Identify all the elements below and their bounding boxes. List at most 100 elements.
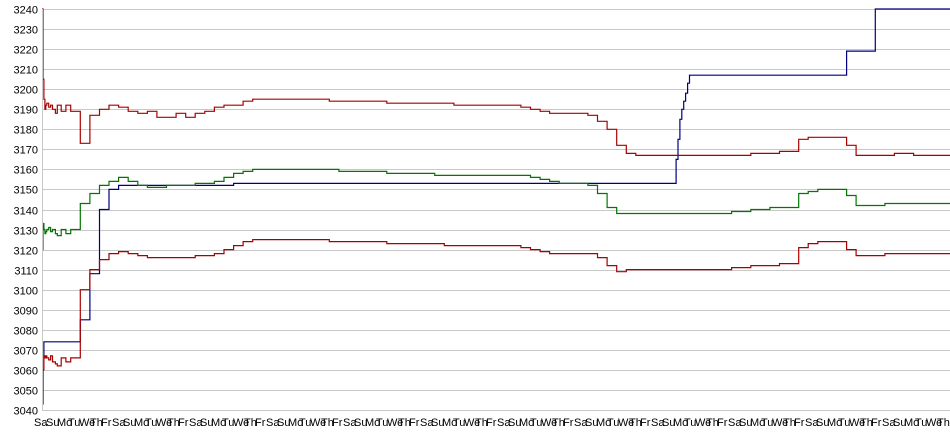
x-tick-label: Sa: [112, 417, 126, 429]
x-tick-label: Fr: [794, 417, 805, 429]
x-tick-label: Mo: [596, 417, 611, 429]
x-tick-label: Fr: [178, 417, 189, 429]
x-tick-label: Sa: [34, 417, 48, 429]
x-tick-label: Th: [783, 417, 796, 429]
y-tick-label: 3190: [14, 105, 38, 117]
x-tick-label: Tu: [684, 417, 696, 429]
series-group: [42, 8, 950, 405]
y-tick-label: 3050: [14, 386, 38, 398]
x-tick-label: Su: [508, 417, 521, 429]
x-tick-label: Sa: [189, 417, 203, 429]
x-tick-label: Tu: [145, 417, 157, 429]
x-tick-label: We: [233, 417, 249, 429]
x-tick-label: Th: [937, 417, 950, 429]
x-tick-label: Su: [354, 417, 367, 429]
x-tick-label: Th: [706, 417, 719, 429]
series-line-2: [42, 8, 950, 156]
x-tick-label: Su: [123, 417, 136, 429]
y-tick-label: 3110: [14, 266, 38, 278]
y-tick-label: 3240: [14, 5, 38, 17]
x-tick-label: Tu: [761, 417, 773, 429]
x-tick-label: Fr: [332, 417, 343, 429]
x-tick-label: Mo: [827, 417, 842, 429]
x-tick-label: Tu: [299, 417, 311, 429]
x-tick-label: Sa: [497, 417, 511, 429]
x-tick-label: Mo: [288, 417, 303, 429]
x-tick-label: Fr: [486, 417, 497, 429]
x-tick-label: Mo: [904, 417, 919, 429]
x-tick-label: Mo: [519, 417, 534, 429]
x-tick-label: Su: [200, 417, 213, 429]
x-tick-label: Th: [860, 417, 873, 429]
x-tick-label: Mo: [442, 417, 457, 429]
x-tick-label: Th: [629, 417, 642, 429]
x-tick-label: We: [772, 417, 788, 429]
x-tick-label: Su: [277, 417, 290, 429]
x-tick-label: Tu: [222, 417, 234, 429]
x-tick-label: Fr: [640, 417, 651, 429]
x-tick-label: We: [695, 417, 711, 429]
x-tick-label: Sa: [728, 417, 742, 429]
x-tick-label: Tu: [376, 417, 388, 429]
x-tick-label: Su: [893, 417, 906, 429]
series-line-1: [42, 8, 950, 405]
y-tick-label: 3070: [14, 346, 38, 358]
x-tick-label: Su: [46, 417, 59, 429]
x-tick-label: We: [618, 417, 634, 429]
x-tick-label: We: [849, 417, 865, 429]
x-tick-label: Sa: [266, 417, 280, 429]
x-tick-label: Mo: [57, 417, 72, 429]
y-tick-label: 3130: [14, 226, 38, 238]
x-tick-label: Su: [431, 417, 444, 429]
x-tick-label: Tu: [68, 417, 80, 429]
series-line-3: [42, 168, 950, 251]
x-tick-label: Sa: [420, 417, 434, 429]
x-tick-label: Su: [816, 417, 829, 429]
x-tick-label: Sa: [343, 417, 357, 429]
y-tick-label: 3120: [14, 246, 38, 258]
x-tick-label: Sa: [574, 417, 588, 429]
x-tick-label: Su: [662, 417, 675, 429]
y-tick-label: 3040: [14, 406, 38, 418]
y-axis: 3040 3050 3060 3070 3080 3090 3100 3110 3120 3130…: [14, 5, 43, 418]
x-tick-label: Sa: [651, 417, 665, 429]
x-tick-label: Th: [552, 417, 565, 429]
x-tick-label: Th: [398, 417, 411, 429]
x-tick-label: Th: [167, 417, 180, 429]
x-tick-label: We: [541, 417, 557, 429]
y-tick-label: 3080: [14, 326, 38, 338]
y-tick-label: 3210: [14, 65, 38, 77]
x-tick-label: Tu: [530, 417, 542, 429]
x-tick-label: Tu: [453, 417, 465, 429]
x-tick-label: We: [464, 417, 480, 429]
x-tick-label: Th: [90, 417, 103, 429]
y-tick-label: 3090: [14, 306, 38, 318]
x-tick-label: We: [926, 417, 942, 429]
gridlines: [42, 9, 950, 411]
y-tick-label: 3230: [14, 25, 38, 37]
x-tick-label: Tu: [838, 417, 850, 429]
y-tick-label: 3100: [14, 286, 38, 298]
y-tick-label: 3060: [14, 366, 38, 378]
series-line-4: [42, 239, 950, 403]
x-tick-label: Fr: [255, 417, 266, 429]
y-tick-label: 3200: [14, 85, 38, 97]
x-tick-label: Tu: [915, 417, 927, 429]
x-tick-label: Su: [739, 417, 752, 429]
y-tick-label: 3150: [14, 185, 38, 197]
x-tick-label: Fr: [871, 417, 882, 429]
x-tick-label: Th: [475, 417, 488, 429]
x-tick-label: Fr: [409, 417, 420, 429]
x-tick-label: Mo: [211, 417, 226, 429]
x-tick-label: Mo: [673, 417, 688, 429]
x-tick-label: Fr: [717, 417, 728, 429]
x-tick-label: We: [156, 417, 172, 429]
x-tick-label: Th: [321, 417, 334, 429]
x-tick-label: Th: [244, 417, 257, 429]
y-tick-label: 3160: [14, 165, 38, 177]
x-tick-label: Sa: [805, 417, 819, 429]
x-tick-label: Sa: [882, 417, 896, 429]
x-tick-label: Mo: [365, 417, 380, 429]
